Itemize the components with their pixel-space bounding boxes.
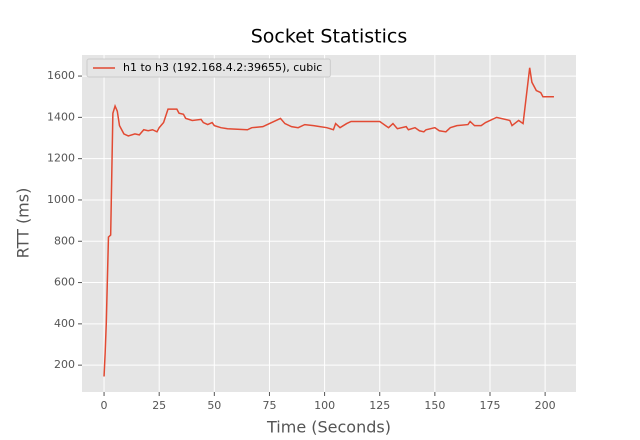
x-tick-label: 100 [314, 399, 335, 412]
y-tick-label: 1200 [47, 152, 75, 165]
chart-title: Socket Statistics [251, 26, 408, 48]
y-axis-label: RTT (ms) [14, 188, 33, 259]
x-axis-label: Time (Seconds) [266, 418, 391, 437]
x-tick-label: 200 [535, 399, 556, 412]
legend-label: h1 to h3 (192.168.4.2:39655), cubic [123, 61, 322, 74]
x-tick-label: 0 [101, 399, 108, 412]
y-tick-label: 1600 [47, 69, 75, 82]
legend-box [86, 58, 331, 78]
y-tick-label: 400 [54, 317, 75, 330]
x-tick-label: 25 [152, 399, 166, 412]
data-line [103, 67, 554, 377]
x-tick-label: 150 [424, 399, 445, 412]
y-tick-label: 1400 [47, 110, 75, 123]
x-tick-label: 50 [207, 399, 221, 412]
x-tick-label: 175 [479, 399, 500, 412]
plot-area [82, 55, 576, 392]
y-tick-label: 800 [54, 234, 75, 247]
y-tick-label: 1000 [47, 193, 75, 206]
x-tick-label: 125 [369, 399, 390, 412]
y-tick-label: 200 [54, 358, 75, 371]
x-tick-label: 75 [262, 399, 276, 412]
y-tick-label: 600 [54, 276, 75, 289]
